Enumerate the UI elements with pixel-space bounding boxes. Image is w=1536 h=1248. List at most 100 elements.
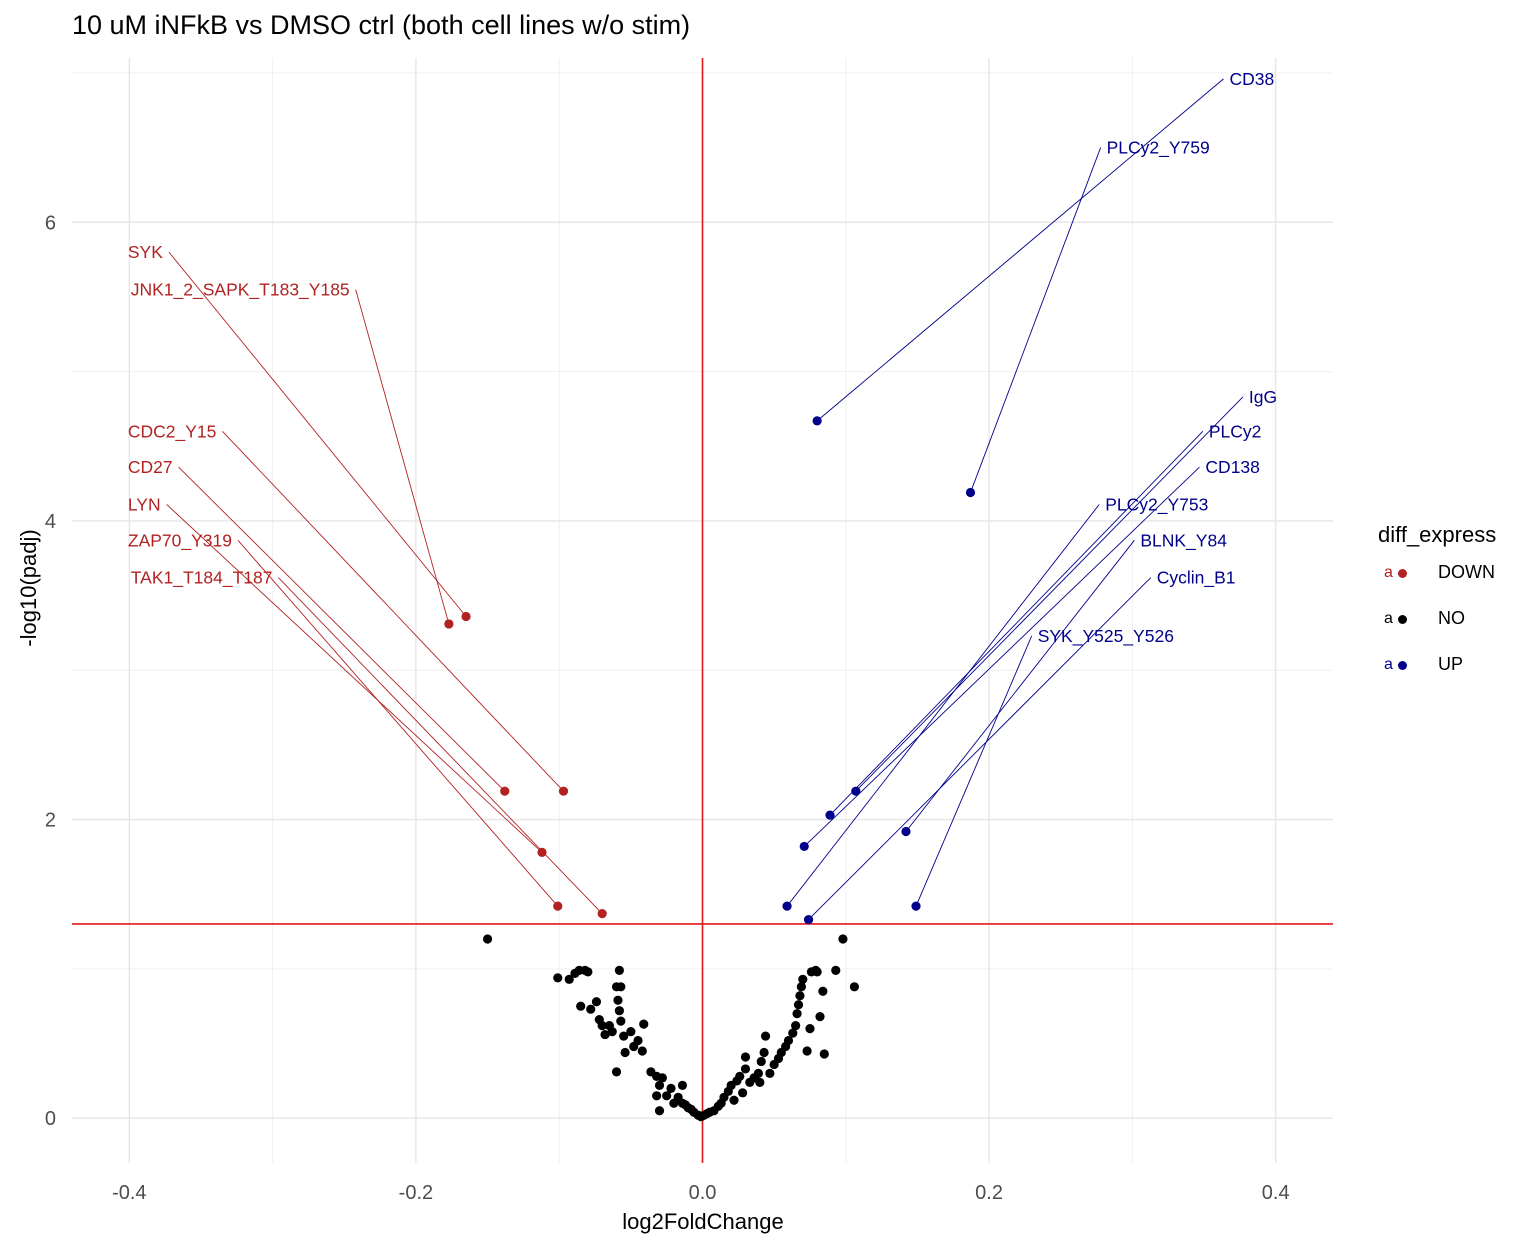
connector-cd38 [816, 78, 1224, 422]
point-label-zap70-y319: ZAP70_Y319 [128, 530, 232, 551]
legend-key-glyph: a [1384, 656, 1393, 673]
legend-dot-icon [1398, 661, 1407, 670]
x-tick-label: -0.4 [112, 1182, 146, 1204]
data-point-no [583, 967, 593, 977]
data-point-down [461, 611, 471, 622]
data-point-no [791, 1021, 801, 1031]
point-label-cdc2-y15: CDC2_Y15 [128, 421, 217, 442]
data-points [444, 416, 976, 1122]
data-point-no [802, 1046, 812, 1056]
legend-item-down: a DOWN [1378, 562, 1528, 608]
x-tick-label: 0.4 [1262, 1182, 1290, 1204]
data-point-no [620, 1047, 630, 1058]
x-axis-title: log2FoldChange [622, 1209, 783, 1234]
data-point-no [788, 1028, 798, 1038]
data-point-no [831, 965, 841, 975]
data-point-no [849, 982, 859, 992]
connector-cyclin-b1 [808, 577, 1152, 920]
data-point-no [759, 1047, 769, 1058]
data-point-no [818, 986, 828, 996]
data-point-no [591, 997, 602, 1007]
data-point-no [482, 934, 493, 944]
connector-tak1-t184-t187 [278, 577, 603, 914]
data-point-down [444, 619, 454, 629]
data-point-no [614, 1006, 624, 1016]
x-tick-label: -0.2 [399, 1182, 433, 1204]
data-point-no [626, 1026, 636, 1037]
data-point-no [796, 982, 806, 992]
data-point-up [799, 841, 809, 852]
x-tick-label: 0.0 [689, 1182, 717, 1204]
data-point-no [597, 1021, 607, 1031]
data-point-no [613, 995, 623, 1005]
connector-igg [855, 396, 1244, 792]
legend-dot-icon [1398, 615, 1407, 624]
connector-syk-y525-y526 [915, 635, 1033, 907]
point-label-cyclin-b1: Cyclin_B1 [1157, 568, 1236, 589]
data-point-up [965, 487, 976, 498]
data-point-no [783, 1035, 794, 1046]
connector-lyn [166, 504, 543, 853]
data-point-no [765, 1068, 775, 1079]
point-label-cd138: CD138 [1205, 457, 1259, 477]
data-point-no [586, 1004, 596, 1014]
data-point-up [901, 826, 911, 837]
connector-blnk-y84 [905, 540, 1135, 832]
data-point-no [657, 1073, 667, 1083]
data-point-no [756, 1056, 766, 1067]
legend: diff_express a DOWN a NO a UP [1378, 522, 1528, 700]
legend-dot-icon [1398, 569, 1407, 578]
data-point-no [819, 1049, 829, 1059]
data-point-no [633, 1035, 643, 1046]
data-point-no [735, 1071, 745, 1081]
y-tick-label: 2 [45, 810, 56, 832]
connector-zap70-y319 [237, 540, 559, 907]
point-label-cd27: CD27 [128, 457, 173, 477]
data-point-no [652, 1091, 662, 1101]
data-point-no [662, 1091, 672, 1101]
data-point-no [607, 1026, 617, 1037]
axis-ticks: -0.4 -0.2 0.0 0.2 0.4 0 2 4 6 [45, 212, 1290, 1204]
legend-key-glyph: a [1384, 610, 1393, 627]
data-point-no [576, 1001, 586, 1011]
data-point-no [553, 973, 563, 983]
legend-items: a DOWN a NO a UP [1378, 562, 1528, 700]
data-point-down [553, 901, 563, 911]
data-point-no [614, 965, 624, 975]
data-point-no [729, 1095, 739, 1105]
y-tick-label: 4 [45, 511, 56, 533]
data-point-no [654, 1106, 665, 1116]
legend-item-no: a NO [1378, 608, 1528, 654]
data-point-no [815, 1012, 825, 1022]
point-label-plcy2-y759: PLCy2_Y759 [1107, 138, 1210, 159]
point-label-syk: SYK [128, 242, 163, 262]
data-point-down [500, 786, 510, 796]
legend-key-glyph: a [1384, 564, 1393, 581]
data-point-no [639, 1019, 649, 1029]
y-tick-label: 6 [45, 212, 56, 234]
data-point-no [838, 934, 848, 944]
data-point-no [611, 1067, 622, 1077]
data-point-no [792, 1009, 802, 1019]
data-point-up [782, 901, 792, 911]
legend-label: NO [1438, 608, 1465, 628]
data-point-no [666, 1083, 676, 1093]
reference-lines [72, 58, 1333, 1163]
y-axis-title: -log10(padj) [16, 529, 41, 646]
data-point-no [637, 1046, 647, 1056]
data-point-no [616, 1016, 626, 1026]
data-point-no [654, 1080, 665, 1090]
point-label-cd38: CD38 [1229, 69, 1274, 89]
data-point-no [760, 1031, 771, 1041]
data-point-no [805, 1024, 815, 1034]
connector-jnk1-2-sapk-t183-y185 [355, 289, 450, 625]
point-label-syk-y525-y526: SYK_Y525_Y526 [1038, 626, 1174, 647]
label-connectors [166, 78, 1244, 920]
data-point-no [564, 974, 574, 984]
data-point-up [825, 810, 835, 820]
data-point-no [795, 991, 805, 1001]
chart-title: 10 uM iNFkB vs DMSO ctrl (both cell line… [72, 10, 691, 40]
legend-item-up: a UP [1378, 654, 1528, 700]
connector-syk [168, 251, 467, 617]
data-point-no [753, 1068, 763, 1079]
